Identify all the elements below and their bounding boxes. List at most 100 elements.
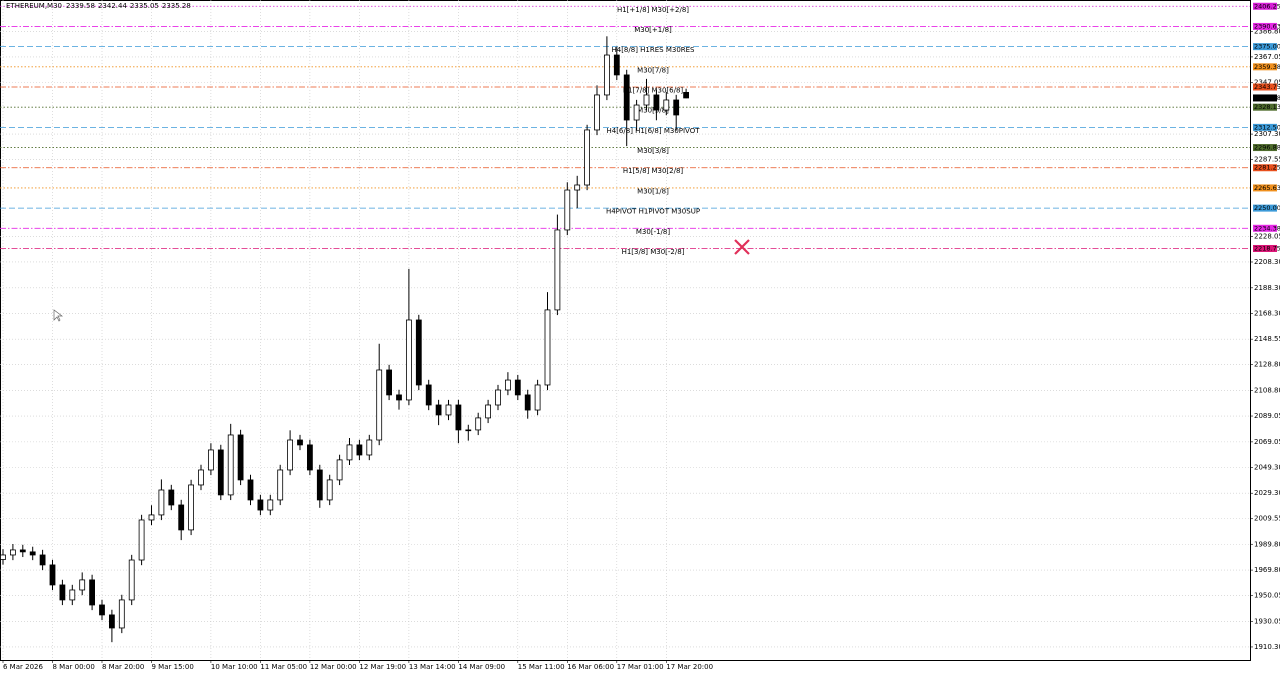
price-box-label: 2343.75	[1254, 83, 1280, 91]
candle-body	[287, 439, 294, 471]
candle-body	[356, 444, 363, 456]
candle-body	[643, 94, 650, 106]
x-tick-label: 16 Mar 06:00	[567, 663, 614, 671]
candle-body	[455, 404, 462, 431]
y-tick-label: 1969.80	[1254, 566, 1280, 574]
symbol: ETHEREUM,M30	[6, 2, 62, 10]
mouse-cursor	[53, 309, 64, 322]
x-tick-label: 10 Mar 10:00	[211, 663, 258, 671]
y-tick-label: 1950.05	[1254, 592, 1280, 600]
price-box	[1253, 123, 1277, 131]
last-open: 2339.58	[66, 2, 95, 10]
price-box-label: 2218.75	[1254, 244, 1280, 252]
x-tick-label: 12 Mar 00:00	[310, 663, 357, 671]
y-tick-label: 2228.05	[1254, 232, 1280, 240]
price-box-label: 2265.63	[1254, 184, 1280, 192]
candle-body	[633, 104, 640, 121]
candle-body	[257, 499, 264, 511]
candle-body	[316, 469, 323, 501]
candle-body	[39, 554, 46, 566]
candle-body	[405, 319, 412, 401]
candle-body	[475, 417, 482, 431]
candle-body	[118, 599, 125, 629]
level-label: H4[6/8] H1[6/8] M30PIVOT	[606, 127, 700, 135]
y-tick-label: 2307.30	[1254, 130, 1280, 138]
candle-body	[564, 189, 571, 231]
price-box-label: 2390.63	[1254, 22, 1280, 30]
candle-body	[544, 309, 551, 386]
candle-body	[49, 564, 56, 586]
candle-body	[604, 54, 610, 96]
price-box-label: 2281.25	[1254, 164, 1280, 172]
candle-body	[69, 589, 76, 601]
chart-header: ETHEREUM,M30 2339.58 2342.44 2335.05 2335.28	[6, 2, 191, 10]
candle-body	[376, 369, 383, 441]
level-label: H4[8/8] H1RES M30RES	[611, 46, 695, 54]
candle-body	[623, 74, 630, 121]
price-box-label: 2234.38	[1254, 224, 1280, 232]
candle-body	[89, 579, 95, 606]
y-tick-label: 2188.30	[1254, 284, 1280, 292]
y-tick-label: 2386.80	[1254, 27, 1280, 35]
y-tick-label: 2089.05	[1254, 412, 1280, 420]
price-box	[1253, 2, 1277, 10]
price-box	[1253, 204, 1277, 212]
candle-body	[445, 404, 452, 416]
candle-body	[326, 479, 333, 501]
candle-body	[415, 319, 422, 386]
candle-body	[158, 489, 165, 516]
candle-body	[673, 99, 680, 116]
candle-body	[29, 551, 36, 556]
x-tick-label: 8 Mar 20:00	[102, 663, 144, 671]
level-label: M30[5/8]	[637, 107, 669, 115]
last-low: 2335.05	[130, 2, 159, 10]
levels: H1[+1/8] M30[+2/8] M30[+1/8] H4[8/8] H1RES…	[0, 6, 1250, 256]
candle-body	[277, 469, 284, 501]
candle-body	[297, 439, 303, 446]
candle-body	[594, 94, 600, 131]
y-tick-label: 2347.05	[1254, 79, 1280, 87]
y-tick-label: 2009.55	[1254, 515, 1280, 523]
price-box-label: 2250.00	[1254, 204, 1280, 212]
price-box	[1253, 164, 1277, 172]
candle-body	[19, 549, 26, 553]
x-tick-label: 15 Mar 11:00	[518, 663, 565, 671]
price-box-label: 2312.50	[1254, 123, 1280, 131]
candle-body	[267, 499, 274, 511]
level-label: H1[+1/8] M30[+2/8]	[617, 6, 689, 14]
price-box	[1253, 63, 1277, 71]
candle-body	[198, 469, 204, 486]
candle-body	[217, 449, 224, 496]
candle-body	[485, 404, 492, 419]
y-tick-label: 2148.55	[1254, 335, 1280, 343]
y-tick-label: 2029.30	[1254, 489, 1280, 497]
x-tick-label: 13 Mar 14:00	[409, 663, 456, 671]
candle-body	[59, 584, 66, 601]
candle-body	[178, 504, 185, 531]
y-tick-label: 2168.30	[1254, 310, 1280, 318]
delete-marker	[734, 239, 750, 255]
candle-body	[574, 184, 581, 191]
y-tick-label: 1930.05	[1254, 617, 1280, 625]
candle-body	[534, 384, 541, 411]
candle-body	[504, 379, 511, 391]
candle-body	[138, 519, 145, 561]
candle-body	[247, 479, 254, 501]
level-label: M30[+1/8]	[634, 26, 672, 34]
level-label: H1[7/8] M30[6/8]	[623, 87, 684, 95]
x-tick-label: 14 Mar 09:00	[458, 663, 505, 671]
x-tick-label: 17 Mar 20:00	[666, 663, 713, 671]
candle-body	[386, 369, 393, 396]
candle-body	[128, 559, 135, 601]
level-label: H4PIVOT H1PIVOT M30SUP	[606, 208, 700, 216]
candle-body	[9, 549, 16, 556]
level-label: H1[3/8] M30[-2/8]	[622, 248, 685, 256]
x-tick-label: 6 Mar 2026	[3, 663, 43, 671]
candle-body	[207, 449, 214, 471]
level-label: M30[3/8]	[637, 147, 669, 155]
price-box	[1253, 43, 1277, 51]
y-tick-label: 2069.05	[1254, 438, 1280, 446]
candle-body	[613, 54, 620, 76]
candle-body	[683, 91, 689, 99]
